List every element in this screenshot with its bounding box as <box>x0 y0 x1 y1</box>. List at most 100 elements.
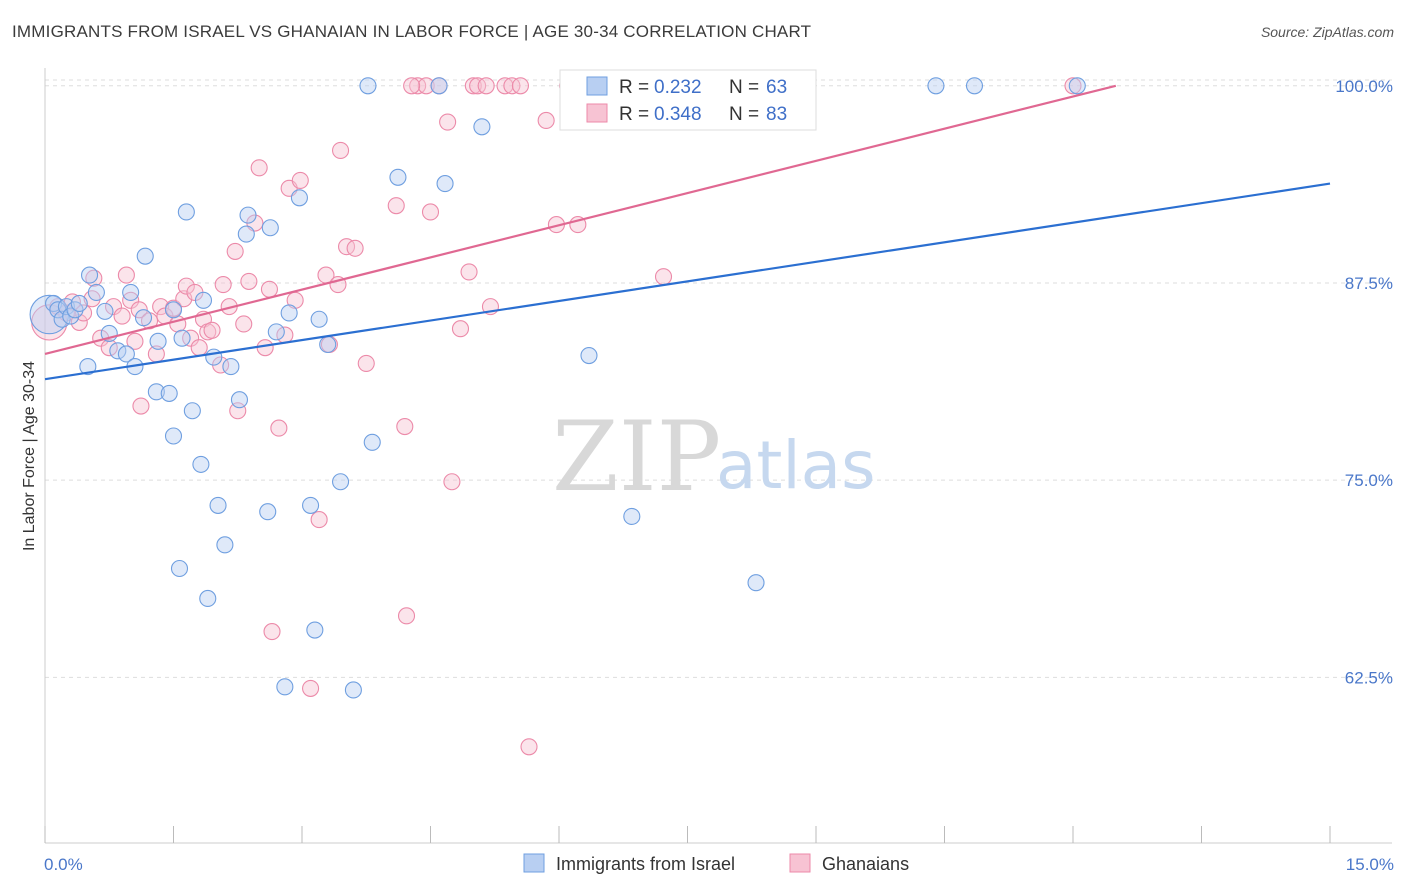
point-ghanaians <box>291 171 309 189</box>
legend-swatch-ghanaians <box>586 103 608 123</box>
point-ghanaians <box>190 339 208 357</box>
point-ghanaians <box>443 473 461 491</box>
point-ghanaians <box>310 511 328 529</box>
point-israel <box>927 77 945 95</box>
point-israel <box>147 383 165 401</box>
x-tick-label-max: 15.0% <box>1346 855 1394 874</box>
point-ghanaians <box>70 313 88 331</box>
point-ghanaians <box>104 298 123 316</box>
watermark-zip: ZIP <box>552 401 721 513</box>
watermark: ZIP atlas <box>552 401 876 513</box>
point-ghanaians <box>270 419 288 437</box>
point-israel <box>302 496 320 514</box>
point-israel <box>331 473 350 491</box>
point-ghanaians <box>240 272 258 290</box>
point-ghanaians <box>203 321 221 339</box>
point-israel <box>747 574 765 592</box>
point-ghanaians <box>439 113 457 131</box>
point-ghanaians <box>331 141 350 160</box>
point-israel <box>170 559 189 578</box>
point-ghanaians <box>177 277 195 295</box>
point-ghanaians <box>263 623 281 641</box>
point-israel <box>136 247 154 265</box>
point-ghanaians <box>182 329 200 347</box>
point-israel <box>87 283 105 301</box>
legend-n-label-israel: N = <box>729 77 759 98</box>
point-israel <box>117 345 135 363</box>
point-israel <box>149 332 167 350</box>
point-israel <box>122 283 140 301</box>
point-israel <box>623 507 641 525</box>
axes: 62.5% 75.0% 87.5% 100.0% <box>44 68 1393 844</box>
point-ghanaians <box>226 242 244 260</box>
point-ghanaians <box>464 77 482 95</box>
bottom-legend: Immigrants from Israel Ghanaians <box>523 853 909 874</box>
point-israel <box>389 168 407 186</box>
point-ghanaians <box>469 77 487 95</box>
point-ghanaians <box>396 417 414 436</box>
legend-r-value-ghanaians: 0.348 <box>654 104 702 125</box>
point-israel <box>1068 77 1086 95</box>
point-israel <box>209 496 227 514</box>
point-ghanaians <box>229 402 247 420</box>
point-israel <box>80 266 99 284</box>
legend-r-label-israel: R = <box>619 77 649 98</box>
legend-r-label-ghanaians: R = <box>619 104 649 125</box>
point-israel <box>290 189 308 207</box>
point-ghanaians <box>451 320 470 338</box>
legend-r-value-israel: 0.232 <box>654 77 702 98</box>
point-israel <box>134 309 153 327</box>
trend-line-israel <box>44 182 1331 381</box>
point-ghanaians <box>511 77 530 95</box>
bottom-legend-swatch-israel <box>523 853 545 873</box>
point-ghanaians <box>1064 77 1082 95</box>
y-axis-title: In Labor Force | Age 30-34 <box>21 361 38 551</box>
point-ghanaians <box>421 203 440 221</box>
point-ghanaians <box>387 197 405 215</box>
point-israel <box>363 433 381 451</box>
point-ghanaians <box>152 298 170 316</box>
point-israel <box>192 455 210 473</box>
point-ghanaians <box>397 607 416 625</box>
y-tick-label: 75.0% <box>1345 471 1393 490</box>
point-israel <box>164 301 183 319</box>
legend-n-value-israel: 63 <box>766 77 787 98</box>
y-tick-label: 62.5% <box>1345 668 1393 687</box>
legend-n-label-ghanaians: N = <box>729 104 759 125</box>
point-israel <box>194 291 213 309</box>
point-israel <box>164 427 183 445</box>
point-israel <box>473 118 491 136</box>
point-ghanaians <box>417 77 435 95</box>
point-israel <box>79 358 97 376</box>
point-ghanaians <box>117 266 135 284</box>
point-ghanaians <box>654 268 673 286</box>
point-ghanaians <box>250 159 268 177</box>
point-israel <box>344 681 362 699</box>
point-israel <box>230 391 249 409</box>
legend: R = 0.232 N = 63 R = 0.348 N = 83 <box>559 69 817 131</box>
point-israel <box>239 206 257 224</box>
trend-lines <box>44 84 1331 381</box>
point-ghanaians <box>260 280 278 298</box>
point-israel <box>319 335 337 354</box>
point-ghanaians <box>337 238 356 256</box>
point-israel <box>359 77 377 95</box>
source-label: Source: ZipAtlas.com <box>1260 24 1394 40</box>
point-israel <box>216 536 234 554</box>
point-ghanaians <box>537 111 555 130</box>
chart-title: IMMIGRANTS FROM ISRAEL VS GHANAIAN IN LA… <box>12 22 812 41</box>
point-ghanaians <box>113 307 131 325</box>
point-ghanaians <box>403 77 421 95</box>
point-ghanaians <box>477 77 495 95</box>
point-ghanaians <box>357 354 375 372</box>
bottom-legend-label-ghanaians: Ghanaians <box>822 854 909 874</box>
point-israel <box>237 225 255 243</box>
point-ghanaians <box>214 275 232 294</box>
point-israel <box>222 358 240 376</box>
point-ghanaians <box>503 77 521 95</box>
point-ghanaians <box>132 397 150 415</box>
point-ghanaians <box>130 301 148 319</box>
trend-line-ghanaians <box>44 84 1117 356</box>
point-israel <box>199 589 217 608</box>
